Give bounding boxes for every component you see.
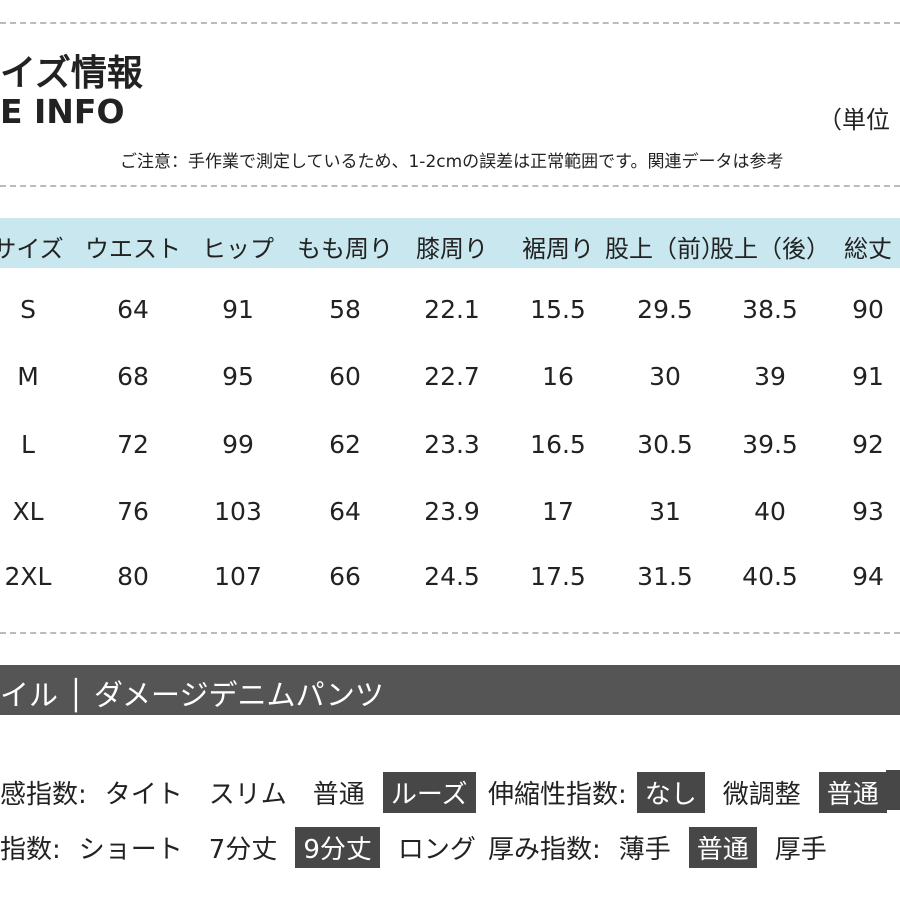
table-cell: 40 [754, 497, 786, 526]
table-cell: 76 [117, 497, 149, 526]
attribute-option: 7分丈 [208, 835, 278, 865]
table-cell: XL [12, 497, 44, 526]
table-cell: M [17, 362, 39, 391]
table-cell: L [21, 430, 35, 459]
table-cell: 38.5 [742, 295, 798, 324]
title: イズ情報 [0, 53, 143, 94]
table-cell: 93 [852, 497, 884, 526]
table-cell: 62 [329, 430, 361, 459]
table-cell: 64 [117, 295, 149, 324]
table-cell: 30.5 [637, 430, 693, 459]
table-cell: 58 [329, 295, 361, 324]
table-cell: 92 [852, 430, 884, 459]
style-bar-text: イル │ ダメージデニムパンツ [0, 678, 384, 712]
table-cell: 103 [214, 497, 262, 526]
attribute-option: なし [636, 772, 705, 813]
table-cell: 22.7 [424, 362, 480, 391]
attribute-label: 感指数: [0, 780, 87, 810]
table-cell: 66 [329, 562, 361, 591]
attribute-row: 厚み指数: 薄手 普通 厚手 [488, 827, 835, 868]
column-header: 総丈 [844, 235, 892, 263]
table-cell: 22.1 [424, 295, 480, 324]
attribute-option: 薄手 [618, 835, 671, 865]
attribute-option: 厚手 [774, 835, 827, 865]
table-cell: 95 [222, 362, 254, 391]
table-cell: 17 [542, 497, 574, 526]
column-header: もも周り [297, 235, 393, 263]
attribute-row: 指数: ショート 7分丈 9分丈 ロング [0, 827, 484, 868]
attribute-option: 普通 [818, 772, 887, 813]
table-cell: 30 [649, 362, 681, 391]
table-cell: 16.5 [530, 430, 586, 459]
table-cell: 29.5 [637, 295, 693, 324]
table-header [0, 218, 900, 268]
table-cell: 24.5 [424, 562, 480, 591]
attribute-option: ロング [397, 835, 476, 865]
attribute-row: 伸縮性指数: なし 微調整 普通 [488, 772, 887, 813]
note: ご注意：手作業で測定しているため、1-2cmの誤差は正常範囲です。関連データは参… [120, 152, 784, 172]
divider [0, 185, 900, 187]
attribute-option: 普通 [312, 780, 365, 810]
table-cell: 80 [117, 562, 149, 591]
table-cell: 39.5 [742, 430, 798, 459]
table-cell: S [20, 295, 36, 324]
style-bar [0, 665, 900, 715]
attribute-label: 厚み指数: [488, 835, 601, 865]
column-header: 裾周り [522, 235, 594, 263]
table-cell: 16 [542, 362, 574, 391]
column-header: ウエスト [85, 235, 181, 263]
divider [0, 632, 900, 634]
table-cell: 15.5 [530, 295, 586, 324]
table-cell: 91 [222, 295, 254, 324]
table-cell: 23.3 [424, 430, 480, 459]
table-cell: 68 [117, 362, 149, 391]
column-header: 膝周り [416, 235, 488, 263]
attribute-option: ルーズ [382, 772, 476, 813]
attribute-option: 微調整 [722, 780, 801, 810]
attribute-option: スリム [208, 780, 287, 810]
column-header: サイズ [0, 235, 64, 263]
table-cell: 17.5 [530, 562, 586, 591]
attribute-row: 感指数: タイト スリム 普通 ルーズ [0, 772, 476, 813]
attribute-option: 9分丈 [295, 827, 380, 868]
attribute-label: 伸縮性指数: [488, 780, 627, 810]
table-cell: 23.9 [424, 497, 480, 526]
table-cell: 60 [329, 362, 361, 391]
table-cell: 31.5 [637, 562, 693, 591]
table-cell: 91 [852, 362, 884, 391]
table-cell: 31 [649, 497, 681, 526]
table-cell: 39 [754, 362, 786, 391]
attribute-label: 指数: [0, 835, 61, 865]
attribute-option: 普通 [688, 827, 757, 868]
subtitle: E INFO [0, 92, 125, 131]
column-header: 股上（後） [710, 235, 830, 263]
column-header: ヒップ [202, 235, 274, 263]
table-cell: 64 [329, 497, 361, 526]
divider [0, 22, 900, 24]
attribute-option: ショート [78, 835, 183, 865]
table-cell: 99 [222, 430, 254, 459]
table-cell: 90 [852, 295, 884, 324]
unit: （単位 [818, 106, 890, 134]
attribute-option: タイト [104, 780, 183, 810]
table-cell: 40.5 [742, 562, 798, 591]
table-cell: 2XL [4, 562, 52, 591]
table-cell: 94 [852, 562, 884, 591]
option-box [886, 770, 900, 810]
table-cell: 72 [117, 430, 149, 459]
table-cell: 107 [214, 562, 262, 591]
column-header: 股上（前） [605, 235, 725, 263]
